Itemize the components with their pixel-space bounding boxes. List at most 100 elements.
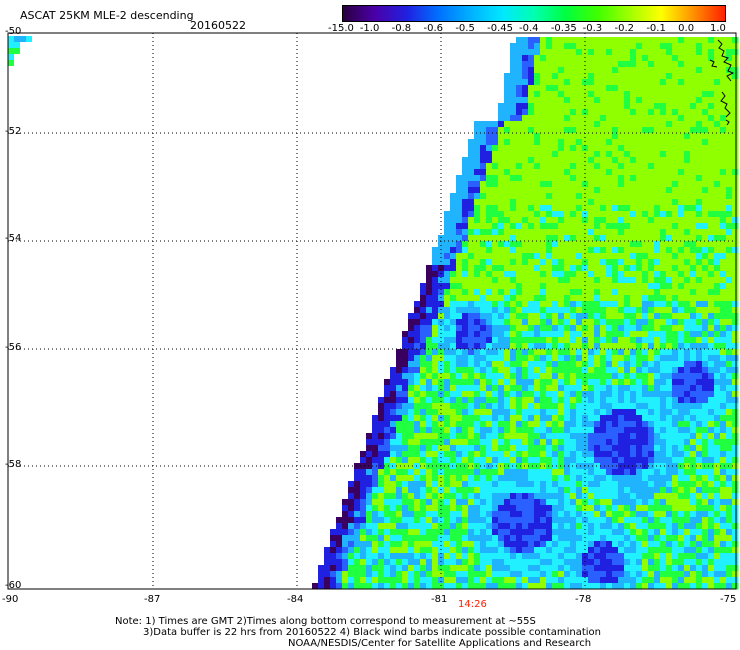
- wind-cell: [684, 361, 691, 368]
- wind-cell: [618, 517, 625, 524]
- wind-cell: [516, 187, 523, 194]
- wind-cell: [504, 499, 511, 506]
- wind-cell: [504, 223, 511, 230]
- wind-cell: [402, 529, 409, 536]
- wind-cell: [672, 169, 679, 176]
- wind-cell: [726, 127, 733, 134]
- wind-cell: [594, 217, 601, 224]
- wind-cell: [666, 103, 673, 110]
- wind-cell: [588, 157, 595, 164]
- wind-cell: [360, 481, 367, 488]
- wind-cell: [438, 313, 445, 320]
- wind-cell: [528, 229, 535, 236]
- wind-cell: [606, 307, 613, 314]
- wind-cell: [690, 49, 697, 56]
- wind-cell: [636, 49, 643, 56]
- wind-cell: [402, 535, 409, 542]
- wind-cell: [654, 85, 661, 92]
- wind-cell: [612, 517, 619, 524]
- wind-cell: [528, 235, 535, 242]
- wind-cell: [624, 367, 631, 374]
- wind-cell: [558, 169, 565, 176]
- wind-cell: [618, 331, 625, 338]
- wind-cell: [630, 157, 637, 164]
- wind-cell: [654, 253, 661, 260]
- wind-cell: [564, 37, 571, 44]
- wind-cell: [576, 565, 583, 572]
- wind-cell: [666, 265, 673, 272]
- wind-cell: [696, 391, 703, 398]
- wind-cell: [390, 373, 397, 380]
- wind-cell: [666, 487, 673, 494]
- wind-cell: [588, 529, 595, 536]
- wind-cell: [570, 49, 577, 56]
- wind-cell: [576, 547, 583, 554]
- wind-cell: [408, 385, 415, 392]
- wind-cell: [720, 487, 727, 494]
- wind-cell: [450, 277, 457, 284]
- wind-cell: [474, 169, 481, 176]
- wind-cell: [486, 235, 493, 242]
- wind-cell: [630, 337, 637, 344]
- wind-cell: [660, 121, 667, 128]
- wind-cell: [444, 469, 451, 476]
- wind-cell: [462, 361, 469, 368]
- wind-cell: [648, 529, 655, 536]
- wind-cell: [606, 397, 613, 404]
- wind-cell: [354, 547, 361, 554]
- wind-cell: [372, 499, 379, 506]
- wind-cell: [372, 493, 379, 500]
- wind-cell: [516, 235, 523, 242]
- wind-cell: [486, 481, 493, 488]
- wind-cell: [702, 205, 709, 212]
- wind-cell: [576, 55, 583, 62]
- wind-cell: [372, 553, 379, 560]
- wind-cell: [504, 139, 511, 146]
- wind-cell: [660, 37, 667, 44]
- wind-cell: [564, 295, 571, 302]
- wind-cell: [462, 505, 469, 512]
- wind-cell: [660, 67, 667, 74]
- wind-cell: [732, 565, 739, 572]
- wind-cell: [648, 55, 655, 62]
- wind-cell: [558, 529, 565, 536]
- wind-cell: [630, 313, 637, 320]
- wind-cell: [462, 295, 469, 302]
- wind-cell: [390, 541, 397, 548]
- wind-cell: [630, 577, 637, 584]
- wind-cell: [588, 61, 595, 68]
- wind-cell: [648, 415, 655, 422]
- wind-cell: [528, 289, 535, 296]
- wind-cell: [630, 49, 637, 56]
- wind-cell: [672, 337, 679, 344]
- wind-cell: [426, 349, 433, 356]
- wind-cell: [606, 43, 613, 50]
- wind-cell: [450, 337, 457, 344]
- wind-cell: [540, 145, 547, 152]
- wind-cell: [702, 529, 709, 536]
- wind-cell: [474, 199, 481, 206]
- wind-cell: [396, 391, 403, 398]
- wind-cell: [558, 577, 565, 584]
- wind-cell: [726, 139, 733, 146]
- wind-cell: [474, 505, 481, 512]
- wind-cell: [720, 163, 727, 170]
- wind-cell: [528, 187, 535, 194]
- wind-cell: [606, 415, 613, 422]
- wind-cell: [516, 199, 523, 206]
- wind-cell: [444, 355, 451, 362]
- wind-cell: [714, 469, 721, 476]
- wind-cell: [504, 181, 511, 188]
- wind-cell: [468, 511, 475, 518]
- wind-cell: [618, 259, 625, 266]
- wind-cell: [618, 55, 625, 62]
- wind-cell: [408, 319, 415, 326]
- wind-cell: [516, 97, 523, 104]
- wind-cell: [474, 133, 481, 140]
- wind-cell: [690, 283, 697, 290]
- wind-cell: [666, 319, 673, 326]
- wind-cell: [360, 571, 367, 578]
- wind-cell: [564, 487, 571, 494]
- wind-cell: [624, 577, 631, 584]
- wind-cell: [414, 463, 421, 470]
